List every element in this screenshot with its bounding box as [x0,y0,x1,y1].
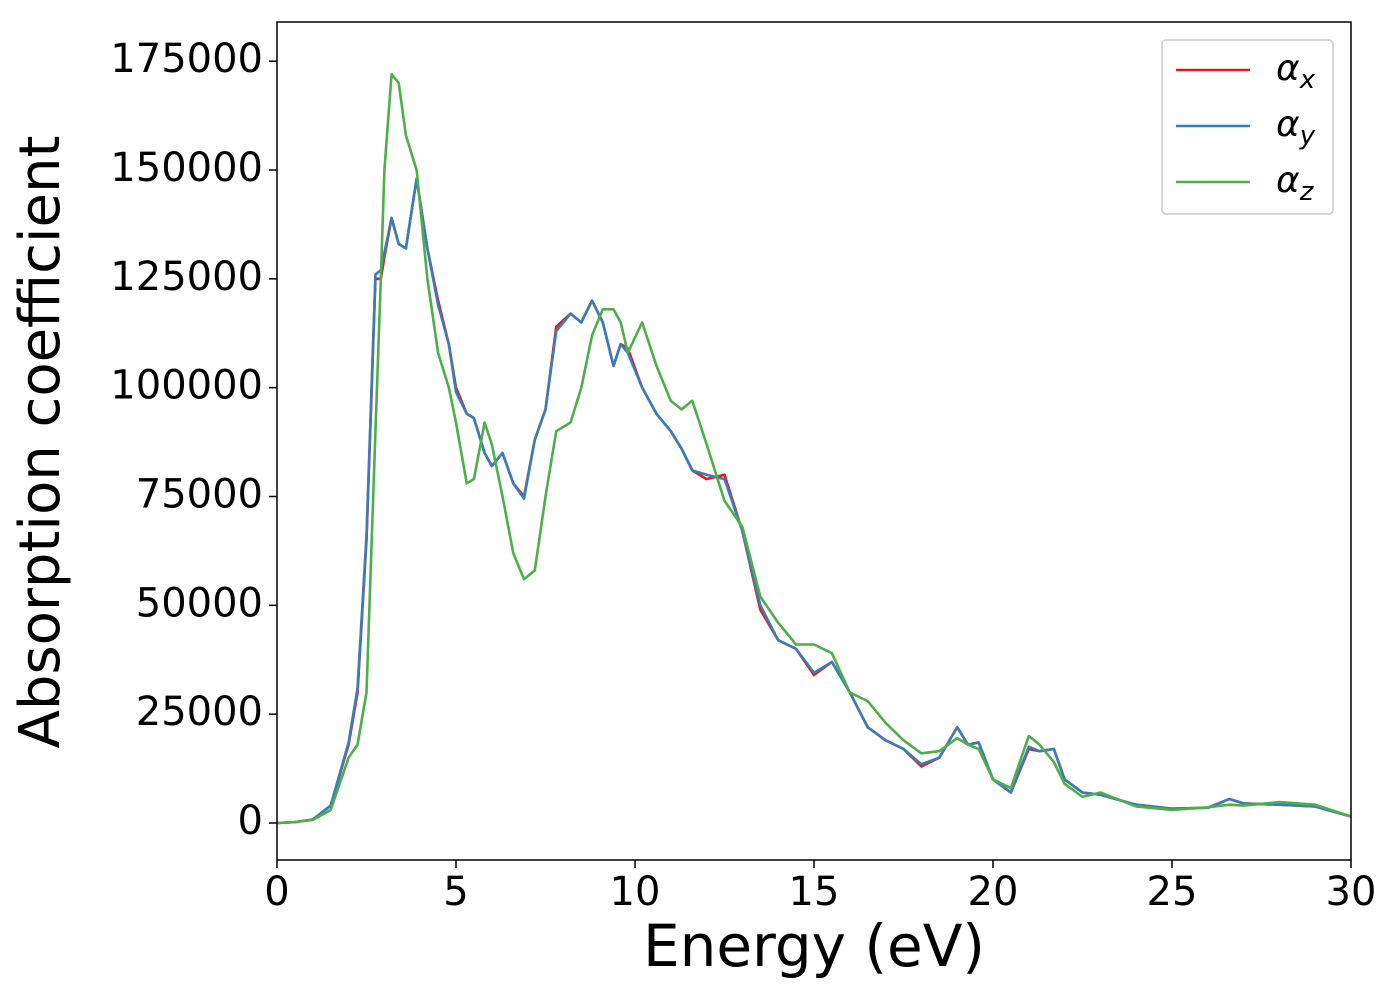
legend-label: αx [1276,48,1316,95]
x-tick-label: 5 [443,869,468,915]
legend-symbol: α [1276,48,1300,89]
series-line [277,177,1351,825]
y-tick-label: 125000 [110,254,263,300]
x-tick-label: 25 [1147,869,1198,915]
legend-subscript: y [1299,121,1316,151]
y-tick-label: 75000 [136,472,263,518]
y-tick-label: 100000 [110,363,263,409]
y-axis-label: Absorption coefficient [8,136,73,749]
x-tick-label: 20 [968,869,1019,915]
series-line [277,177,1351,825]
legend-label: αz [1276,160,1315,207]
y-tick-label: 50000 [136,580,263,626]
x-tick-label: 15 [789,869,840,915]
series-line [277,72,1351,825]
legend-subscript: x [1299,65,1316,95]
y-tick-label: 175000 [110,36,263,82]
x-axis-label: Energy (eV) [643,912,985,980]
plot-frame [276,21,1352,861]
legend-subscript: z [1299,177,1315,207]
y-tick-label: 150000 [110,145,263,191]
y-tick-label: 25000 [136,689,263,735]
x-tick-label: 30 [1326,869,1377,915]
x-tick-label: 0 [264,869,289,915]
legend-label: αy [1276,104,1316,151]
y-tick-label: 0 [238,798,263,844]
x-tick-label: 10 [610,869,661,915]
legend-symbol: α [1276,160,1300,201]
legend-symbol: α [1276,104,1300,145]
